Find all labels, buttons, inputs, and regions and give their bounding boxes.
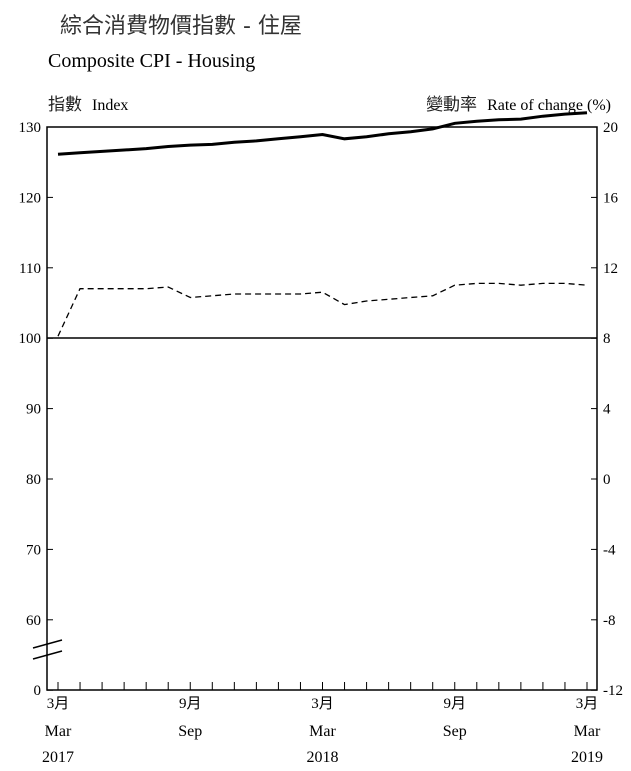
x-label-chinese: 3月: [47, 696, 70, 712]
x-label-english: Mar: [45, 723, 72, 740]
left-tick-label: 110: [19, 261, 41, 277]
x-label-year: 2017: [42, 749, 74, 766]
right-tick-label: 8: [603, 331, 611, 347]
left-tick-label: 60: [26, 613, 41, 629]
x-label-chinese: 3月: [311, 696, 334, 712]
right-tick-label: 0: [603, 472, 611, 488]
x-label-year: 2019: [571, 749, 603, 766]
index-line: [57, 111, 588, 156]
right-axis-label: 變動率 Rate of change (%): [426, 90, 611, 115]
plot-frame: [46, 126, 598, 691]
x-label-chinese: 9月: [443, 696, 466, 712]
right-axis-label-english: Rate of change (%): [487, 97, 611, 114]
right-tick-label: 16: [603, 190, 619, 206]
x-label-chinese: 9月: [179, 696, 202, 712]
rate-of-change-line: [57, 282, 588, 337]
axis-break-mark: [32, 639, 63, 649]
right-tick-label: -4: [603, 542, 616, 558]
left-tick-label: 120: [19, 190, 42, 206]
right-tick-label: -12: [603, 683, 623, 699]
left-tick-label: 100: [19, 331, 42, 347]
right-axis-label-chinese: 變動率: [426, 95, 478, 115]
x-label-year: 2018: [307, 749, 339, 766]
left-tick-label: 130: [19, 120, 42, 136]
x-label-english: Sep: [443, 723, 467, 740]
right-tick-label: 20: [603, 120, 618, 136]
x-label-chinese: 3月: [576, 696, 599, 712]
left-tick-label: 80: [26, 472, 41, 488]
plot-area: 130120110100908070600201612840-4-8-123月M…: [19, 111, 623, 766]
right-tick-label: -8: [603, 613, 616, 629]
chart-title-chinese: 綜合消費物價指數 - 住屋: [60, 14, 302, 39]
chart-title-english: Composite CPI - Housing: [48, 50, 256, 72]
right-tick-label: 12: [603, 261, 618, 277]
left-tick-label: 90: [26, 402, 41, 418]
left-axis-label-english: Index: [92, 97, 129, 114]
x-label-english: Sep: [178, 723, 202, 740]
x-label-english: Mar: [309, 723, 336, 740]
left-axis-label: 指數 Index: [48, 90, 128, 115]
left-tick-label: 0: [34, 683, 42, 699]
right-tick-label: 4: [603, 402, 611, 418]
left-axis-label-chinese: 指數: [48, 95, 82, 115]
axis-break-mark: [32, 650, 63, 660]
left-tick-label: 70: [26, 542, 41, 558]
x-label-english: Mar: [574, 723, 601, 740]
